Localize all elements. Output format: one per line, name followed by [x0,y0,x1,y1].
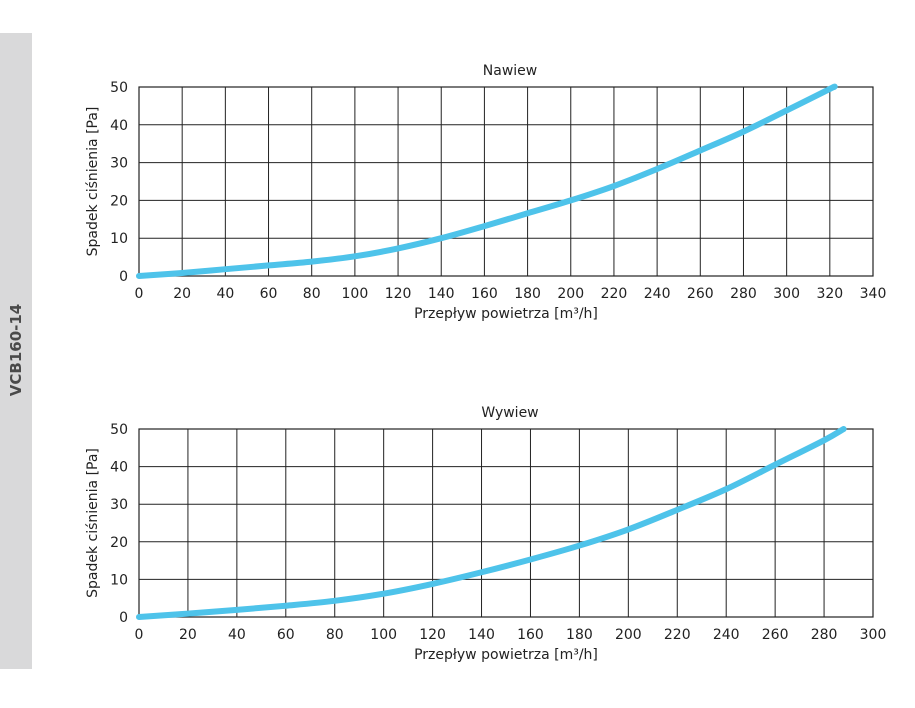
chart-title: Nawiew [483,63,537,79]
x-tick-label: 260 [762,627,789,643]
x-tick-label: 280 [811,627,838,643]
y-tick-label: 30 [110,497,128,513]
x-tick-label: 120 [419,627,446,643]
x-tick-label: 100 [342,286,369,302]
x-tick-label: 140 [428,286,455,302]
x-tick-label: 240 [713,627,740,643]
x-tick-label: 140 [468,627,495,643]
x-tick-label: 240 [644,286,671,302]
x-axis-label: Przepływ powietrza [m³/h] [414,647,598,663]
y-tick-label: 50 [110,80,128,96]
x-tick-label: 40 [228,627,246,643]
y-tick-label: 0 [119,269,128,285]
x-tick-label: 0 [135,627,144,643]
x-tick-label: 60 [277,627,295,643]
plot-frame [138,86,874,277]
x-tick-label: 220 [664,627,691,643]
plot-frame [138,428,874,618]
y-tick-label: 10 [110,231,128,247]
x-tick-label: 80 [303,286,321,302]
x-tick-label: 320 [816,286,843,302]
x-tick-label: 220 [601,286,628,302]
series-line [136,83,838,279]
x-tick-label: 40 [216,286,234,302]
x-tick-label: 120 [385,286,412,302]
chart-title: Wywiew [481,405,538,421]
chart-2: 0 20 40 60 80 100 120 140 160 180 200 220 240 260 280 3… [85,405,886,663]
x-tick-label: 180 [514,286,541,302]
y-tick-label: 40 [110,118,128,134]
x-tick-label: 180 [566,627,593,643]
x-tick-label: 20 [179,627,197,643]
x-tick-label: 340 [860,286,887,302]
x-tick-label: 100 [370,627,397,643]
y-axis-label: Spadek ciśnienia [Pa] [85,448,101,598]
series-line [136,426,847,620]
y-tick-label: 20 [110,193,128,209]
y-tick-label: 40 [110,460,128,476]
x-tick-label: 300 [860,627,887,643]
x-tick-label: 0 [135,286,144,302]
chart-1: 0 20 40 60 80 100 120 140 160 180 200 220 240 260 280 3… [85,63,886,322]
y-tick-label: 50 [110,422,128,438]
y-tick-label: 20 [110,535,128,551]
x-tick-label: 20 [173,286,191,302]
y-axis-label: Spadek ciśnienia [Pa] [85,107,101,257]
x-tick-label: 80 [326,627,344,643]
x-tick-label: 300 [773,286,800,302]
x-tick-label: 160 [471,286,498,302]
x-tick-label: 160 [517,627,544,643]
y-tick-label: 30 [110,156,128,172]
side-band [0,33,32,669]
x-tick-label: 200 [615,627,642,643]
y-tick-label: 10 [110,572,128,588]
x-axis-label: Przepływ powietrza [m³/h] [414,306,598,322]
x-tick-label: 280 [730,286,757,302]
x-tick-label: 200 [557,286,584,302]
x-tick-label: 60 [260,286,278,302]
y-tick-label: 0 [119,610,128,626]
x-tick-label: 260 [687,286,714,302]
